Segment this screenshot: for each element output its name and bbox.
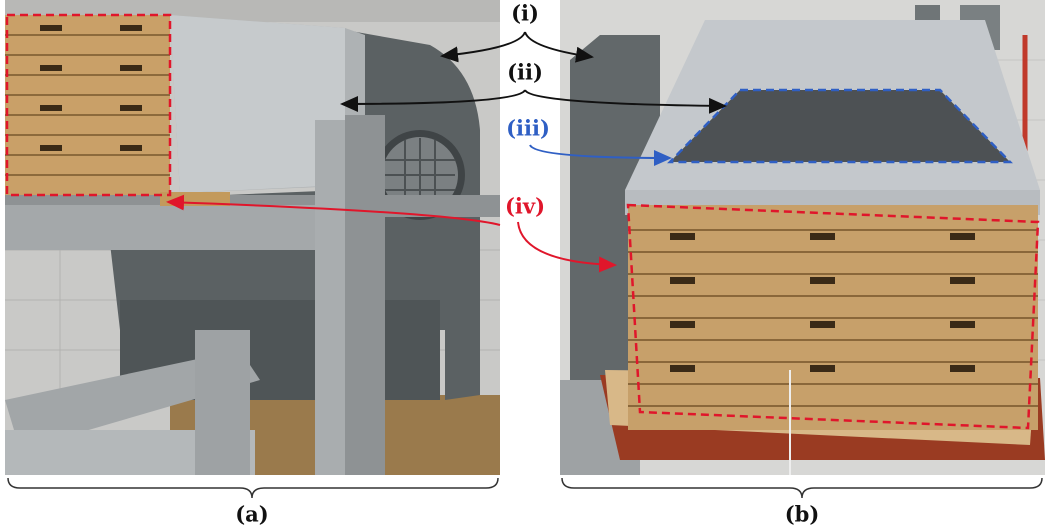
callout-label: (iii) [506,116,550,141]
panel-label: (b) [785,502,820,527]
photo-a [5,0,500,475]
callout-label: (ii) [507,60,543,85]
callout-label: (i) [511,1,539,26]
brace [8,478,498,498]
brace [562,478,1042,498]
figure: (i) (ii) (iii) (iv) (a) (b) [0,0,1045,531]
photo-b [560,0,1045,475]
panel-label: (a) [235,502,268,527]
callout-label: (iv) [505,194,545,219]
